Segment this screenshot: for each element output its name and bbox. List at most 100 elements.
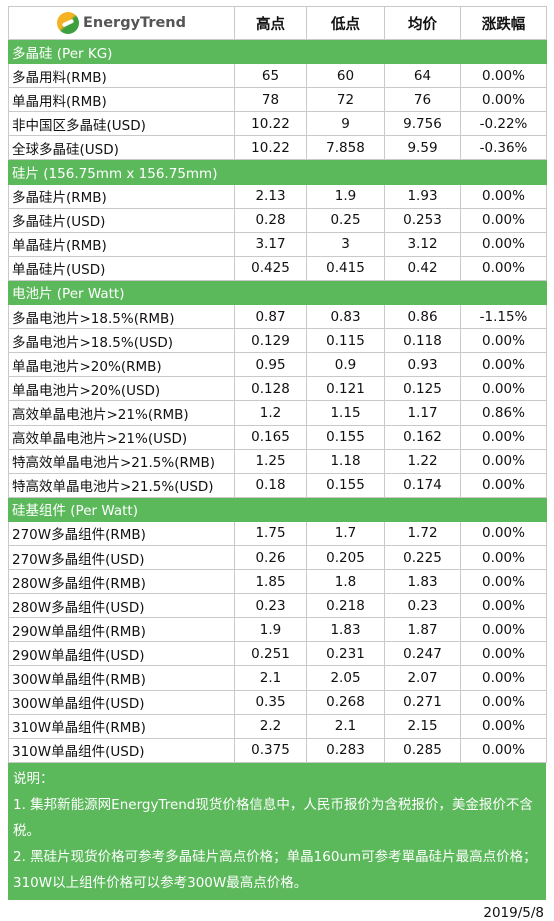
change-cell: 0.00%	[460, 617, 547, 643]
item-name-cell: 单晶电池片>20%(USD)	[8, 376, 235, 402]
low-cell: 72	[306, 87, 385, 113]
section-title: 硅片 (156.75mm x 156.75mm)	[8, 159, 547, 185]
item-name-cell: 多晶电池片>18.5%(RMB)	[8, 304, 235, 330]
avg-cell: 1.17	[384, 400, 461, 426]
low-cell: 0.9	[306, 352, 385, 378]
high-cell: 10.22	[234, 111, 307, 137]
change-cell: 0.86%	[460, 400, 547, 426]
item-name-cell: 310W单晶组件(USD)	[8, 737, 235, 763]
high-cell: 0.28	[234, 207, 307, 233]
change-cell: 0.00%	[460, 472, 547, 498]
avg-cell: 76	[384, 87, 461, 113]
avg-cell: 1.83	[384, 569, 461, 595]
item-name-cell: 全球多晶硅(USD)	[8, 135, 235, 161]
section-header-row: 电池片 (Per Watt)	[8, 279, 547, 306]
item-name-cell: 310W单晶组件(RMB)	[8, 713, 235, 739]
table-row: 单晶电池片>20%(USD) 0.128 0.121 0.125 0.00%	[8, 376, 547, 402]
change-cell: 0.00%	[460, 424, 547, 450]
energytrend-logo-icon	[56, 12, 79, 34]
table-row: 高效单晶电池片>21%(USD) 0.165 0.155 0.162 0.00%	[8, 424, 547, 450]
notes-line-2: 2. 黑硅片现货价格可参考多晶硅片高点价格；单晶160um可参考單晶硅片最高点价…	[13, 848, 537, 891]
col-low-header: 低点	[306, 6, 385, 40]
item-name-cell: 280W多晶组件(RMB)	[8, 569, 235, 595]
item-name-cell: 单晶硅片(RMB)	[8, 231, 235, 257]
change-cell: 0.00%	[460, 641, 547, 667]
high-cell: 2.1	[234, 665, 307, 691]
change-cell: 0.00%	[460, 87, 547, 113]
item-name-cell: 290W单晶组件(USD)	[8, 641, 235, 667]
item-name-cell: 特高效单晶电池片>21.5%(USD)	[8, 472, 235, 498]
avg-cell: 1.93	[384, 183, 461, 209]
change-cell: 0.00%	[460, 231, 547, 257]
avg-cell: 2.07	[384, 665, 461, 691]
table-row: 270W多晶组件(USD) 0.26 0.205 0.225 0.00%	[8, 544, 547, 571]
high-cell: 78	[234, 87, 307, 113]
item-name-cell: 280W多晶组件(USD)	[8, 593, 235, 619]
change-cell: -0.22%	[460, 111, 547, 137]
col-avg-header: 均价	[384, 6, 461, 40]
low-cell: 60	[306, 63, 385, 89]
avg-cell: 3.12	[384, 231, 461, 257]
high-cell: 1.9	[234, 617, 307, 643]
high-cell: 1.85	[234, 569, 307, 595]
high-cell: 1.2	[234, 400, 307, 426]
section-header-row: 多晶硅 (Per KG)	[8, 38, 547, 65]
change-cell: 0.00%	[460, 520, 547, 546]
col-high-header: 高点	[234, 6, 307, 40]
high-cell: 10.22	[234, 135, 307, 161]
high-cell: 0.129	[234, 328, 307, 354]
section-title: 硅基组件 (Per Watt)	[8, 496, 547, 522]
high-cell: 2.2	[234, 713, 307, 739]
high-cell: 0.425	[234, 255, 307, 281]
price-sheet: EnergyTrend 高点 低点 均价 涨跌幅 多晶硅 (Per KG) 多晶用…	[8, 6, 547, 921]
header-row: EnergyTrend 高点 低点 均价 涨跌幅	[8, 6, 547, 40]
item-name-cell: 多晶硅片(RMB)	[8, 183, 235, 209]
change-cell: 0.00%	[460, 183, 547, 209]
item-name-cell: 多晶用料(RMB)	[8, 63, 235, 89]
high-cell: 0.23	[234, 593, 307, 619]
table-row: 特高效单晶电池片>21.5%(RMB) 1.25 1.18 1.22 0.00%	[8, 448, 547, 474]
low-cell: 0.231	[306, 641, 385, 667]
table-row: 多晶电池片>18.5%(RMB) 0.87 0.83 0.86 -1.15%	[8, 304, 547, 330]
high-cell: 0.35	[234, 689, 307, 715]
avg-cell: 0.86	[384, 304, 461, 330]
low-cell: 0.25	[306, 207, 385, 233]
low-cell: 9	[306, 111, 385, 137]
high-cell: 0.128	[234, 376, 307, 402]
avg-cell: 1.22	[384, 448, 461, 474]
item-name-cell: 特高效单晶电池片>21.5%(RMB)	[8, 448, 235, 474]
item-name-cell: 270W多晶组件(USD)	[8, 544, 235, 571]
item-name-cell: 单晶用料(RMB)	[8, 87, 235, 113]
high-cell: 0.251	[234, 641, 307, 667]
avg-cell: 9.756	[384, 111, 461, 137]
notes-line-1: 1. 集邦新能源网EnergyTrend现货价格信息中，人民币报价为含税报价，美…	[13, 796, 533, 839]
low-cell: 1.7	[306, 520, 385, 546]
avg-cell: 0.271	[384, 689, 461, 715]
table-row: 300W单晶组件(USD) 0.35 0.268 0.271 0.00%	[8, 689, 547, 715]
price-table: EnergyTrend 高点 低点 均价 涨跌幅 多晶硅 (Per KG) 多晶用…	[8, 6, 547, 763]
low-cell: 3	[306, 231, 385, 257]
low-cell: 1.8	[306, 569, 385, 595]
table-row: 单晶硅片(USD) 0.425 0.415 0.42 0.00%	[8, 255, 547, 281]
table-row: 单晶硅片(RMB) 3.17 3 3.12 0.00%	[8, 231, 547, 257]
avg-cell: 0.42	[384, 255, 461, 281]
change-cell: 0.00%	[460, 665, 547, 691]
table-row: 310W单晶组件(RMB) 2.2 2.1 2.15 0.00%	[8, 713, 547, 739]
table-row: 单晶电池片>20%(RMB) 0.95 0.9 0.93 0.00%	[8, 352, 547, 378]
avg-cell: 0.285	[384, 737, 461, 763]
section-header-row: 硅片 (156.75mm x 156.75mm)	[8, 159, 547, 185]
low-cell: 1.9	[306, 183, 385, 209]
low-cell: 0.205	[306, 544, 385, 571]
section-title: 多晶硅 (Per KG)	[8, 38, 547, 65]
item-name-cell: 290W单晶组件(RMB)	[8, 617, 235, 643]
high-cell: 2.13	[234, 183, 307, 209]
avg-cell: 9.59	[384, 135, 461, 161]
avg-cell: 0.93	[384, 352, 461, 378]
low-cell: 0.155	[306, 424, 385, 450]
change-cell: 0.00%	[460, 569, 547, 595]
change-cell: 0.00%	[460, 689, 547, 715]
avg-cell: 0.174	[384, 472, 461, 498]
item-name-cell: 高效单晶电池片>21%(RMB)	[8, 400, 235, 426]
high-cell: 0.87	[234, 304, 307, 330]
energytrend-logo: EnergyTrend	[10, 8, 234, 39]
